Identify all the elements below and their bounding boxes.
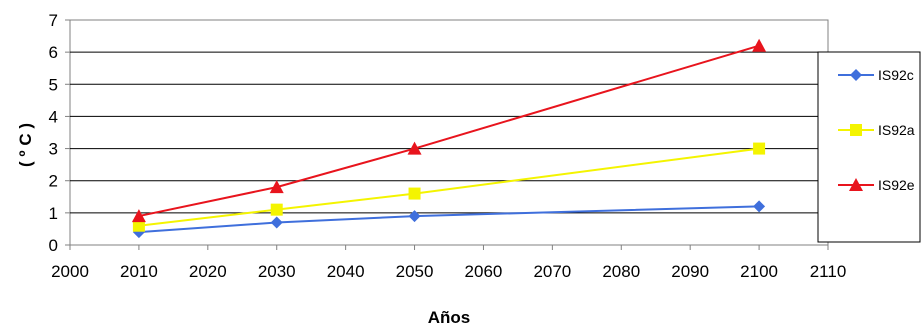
legend: IS92c IS92a IS92e <box>817 51 921 243</box>
legend-label-is92a: IS92a <box>878 122 915 138</box>
x-tick-label: 2090 <box>671 262 709 281</box>
x-tick-label: 2110 <box>810 262 847 281</box>
x-tick-label: 2080 <box>602 262 640 281</box>
x-axis-tick-labels: 2000 2010 2020 2030 2040 2050 2060 2070 2080 2090… <box>51 262 846 281</box>
y-axis-title: ( º C ) <box>16 123 35 167</box>
y-tick-label: 5 <box>49 75 58 94</box>
x-tick-label: 2000 <box>51 262 89 281</box>
series-line-is92c <box>138 205 760 234</box>
x-tick-label: 2050 <box>396 262 434 281</box>
y-axis-tick-labels: 0 1 2 3 4 5 6 7 <box>49 11 58 255</box>
data-point-is92a <box>408 187 421 200</box>
data-point-is92a <box>270 203 283 216</box>
x-tick-label: 2040 <box>327 262 365 281</box>
x-tick-label: 2100 <box>740 262 778 281</box>
data-point-is92e <box>131 209 146 223</box>
data-point-is92c <box>408 210 421 223</box>
series-lines <box>138 44 760 234</box>
data-point-is92c <box>270 216 283 229</box>
x-tick-label: 2010 <box>120 262 158 281</box>
y-tick-label: 7 <box>49 11 58 30</box>
x-tick-label: 2020 <box>189 262 227 281</box>
legend-marker-is92a <box>850 124 862 136</box>
data-point-is92e <box>407 141 422 155</box>
y-tick-label: 4 <box>49 107 58 126</box>
series-line-is92a <box>138 147 760 227</box>
legend-marker-is92e <box>849 178 863 191</box>
x-tick-label: 2030 <box>258 262 296 281</box>
data-point-is92e <box>269 180 284 194</box>
data-point-is92a <box>132 219 145 232</box>
y-tick-label: 2 <box>49 172 58 191</box>
legend-box <box>817 51 921 243</box>
y-tick-label: 0 <box>49 236 58 255</box>
data-point-is92c <box>753 200 766 213</box>
data-point-is92a <box>753 142 766 155</box>
y-tick-label: 1 <box>49 204 58 223</box>
x-axis-title: Años <box>428 308 471 327</box>
series-line-is92e <box>138 44 760 218</box>
data-point-is92e <box>752 38 767 52</box>
plot-area <box>69 19 829 246</box>
x-tick-label: 2060 <box>465 262 503 281</box>
legend-label-is92e: IS92e <box>878 177 915 193</box>
series-markers <box>131 38 767 239</box>
legend-marker-is92c <box>850 69 862 81</box>
y-tick-label: 3 <box>49 140 58 159</box>
gridlines <box>65 19 829 250</box>
x-tick-label: 2070 <box>533 262 571 281</box>
y-tick-label: 6 <box>49 43 58 62</box>
legend-label-is92c: IS92c <box>878 67 914 83</box>
